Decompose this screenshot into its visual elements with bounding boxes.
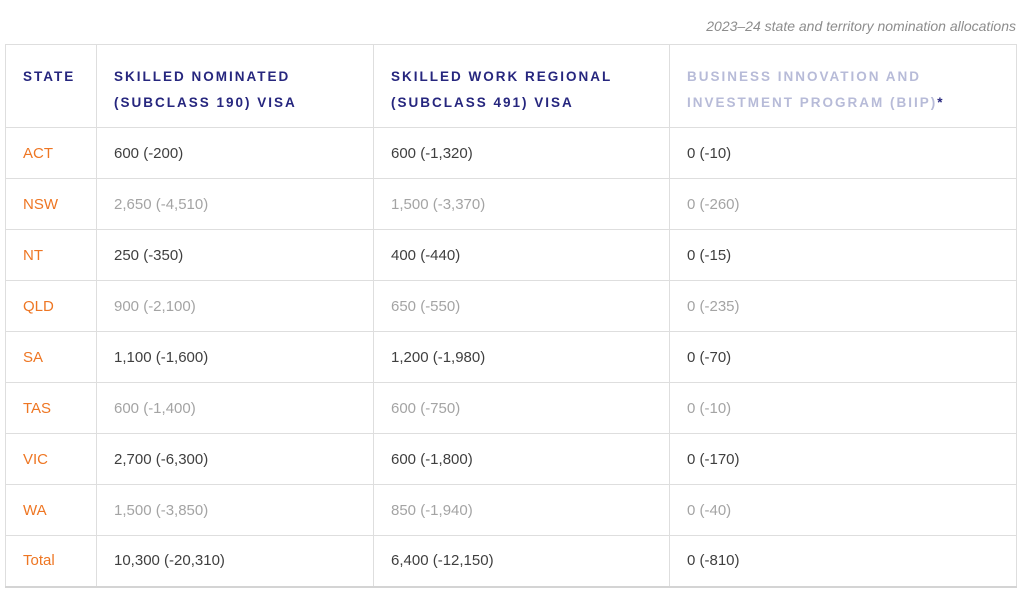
table-row-act: ACT 600 (-200) 600 (-1,320) 0 (-10) [5, 127, 1017, 179]
header-line: STATE [23, 69, 76, 84]
biip-cell: 0 (-235) [669, 280, 1017, 332]
header-line: (SUBCLASS 491) VISA [391, 95, 574, 110]
column-header-subclass-491: SKILLED WORK REGIONAL (SUBCLASS 491) VIS… [373, 44, 670, 128]
visa-491-cell: 600 (-1,800) [373, 433, 670, 485]
visa-190-cell: 600 (-200) [96, 127, 374, 179]
visa-491-cell: 6,400 (-12,150) [373, 535, 670, 587]
biip-cell: 0 (-10) [669, 382, 1017, 434]
column-header-biip: BUSINESS INNOVATION AND INVESTMENT PROGR… [669, 44, 1017, 128]
biip-cell: 0 (-10) [669, 127, 1017, 179]
visa-491-cell: 1,500 (-3,370) [373, 178, 670, 230]
table-row-vic: VIC 2,700 (-6,300) 600 (-1,800) 0 (-170) [5, 433, 1017, 485]
visa-491-cell: 600 (-1,320) [373, 127, 670, 179]
biip-cell: 0 (-40) [669, 484, 1017, 536]
visa-190-cell: 900 (-2,100) [96, 280, 374, 332]
state-cell: ACT [5, 127, 97, 179]
biip-cell: 0 (-260) [669, 178, 1017, 230]
visa-491-cell: 400 (-440) [373, 229, 670, 281]
state-cell: TAS [5, 382, 97, 434]
header-line: INVESTMENT PROGRAM (BIIP)* [687, 90, 999, 116]
biip-cell: 0 (-170) [669, 433, 1017, 485]
visa-491-cell: 650 (-550) [373, 280, 670, 332]
table-row-total: Total 10,300 (-20,310) 6,400 (-12,150) 0… [5, 535, 1017, 587]
visa-190-cell: 1,100 (-1,600) [96, 331, 374, 383]
visa-491-cell: 600 (-750) [373, 382, 670, 434]
state-cell: NSW [5, 178, 97, 230]
state-cell: WA [5, 484, 97, 536]
state-cell: SA [5, 331, 97, 383]
visa-190-cell: 10,300 (-20,310) [96, 535, 374, 587]
biip-footnote-asterisk: * [937, 95, 945, 110]
visa-190-cell: 1,500 (-3,850) [96, 484, 374, 536]
state-cell: QLD [5, 280, 97, 332]
table-row-qld: QLD 900 (-2,100) 650 (-550) 0 (-235) [5, 280, 1017, 332]
visa-491-cell: 1,200 (-1,980) [373, 331, 670, 383]
table-row-nsw: NSW 2,650 (-4,510) 1,500 (-3,370) 0 (-26… [5, 178, 1017, 230]
header-line: SKILLED NOMINATED [114, 69, 291, 84]
column-header-subclass-190: SKILLED NOMINATED (SUBCLASS 190) VISA [96, 44, 374, 128]
table-row-nt: NT 250 (-350) 400 (-440) 0 (-15) [5, 229, 1017, 281]
table-row-sa: SA 1,100 (-1,600) 1,200 (-1,980) 0 (-70) [5, 331, 1017, 383]
visa-190-cell: 2,650 (-4,510) [96, 178, 374, 230]
visa-190-cell: 250 (-350) [96, 229, 374, 281]
header-row: STATE SKILLED NOMINATED (SUBCLASS 190) V… [5, 44, 1017, 128]
header-line-text: INVESTMENT PROGRAM (BIIP) [687, 95, 938, 110]
table-caption: 2023–24 state and territory nomination a… [706, 18, 1016, 34]
header-line: SKILLED WORK REGIONAL [391, 69, 613, 84]
table-row-wa: WA 1,500 (-3,850) 850 (-1,940) 0 (-40) [5, 484, 1017, 536]
biip-cell: 0 (-15) [669, 229, 1017, 281]
state-cell: Total [5, 535, 97, 587]
visa-190-cell: 2,700 (-6,300) [96, 433, 374, 485]
state-cell: NT [5, 229, 97, 281]
header-line: BUSINESS INNOVATION AND [687, 69, 922, 84]
biip-cell: 0 (-70) [669, 331, 1017, 383]
state-cell: VIC [5, 433, 97, 485]
table-row-tas: TAS 600 (-1,400) 600 (-750) 0 (-10) [5, 382, 1017, 434]
visa-491-cell: 850 (-1,940) [373, 484, 670, 536]
visa-190-cell: 600 (-1,400) [96, 382, 374, 434]
allocations-table: STATE SKILLED NOMINATED (SUBCLASS 190) V… [5, 44, 1017, 588]
column-header-state: STATE [5, 44, 97, 128]
biip-cell: 0 (-810) [669, 535, 1017, 587]
header-line: (SUBCLASS 190) VISA [114, 95, 297, 110]
